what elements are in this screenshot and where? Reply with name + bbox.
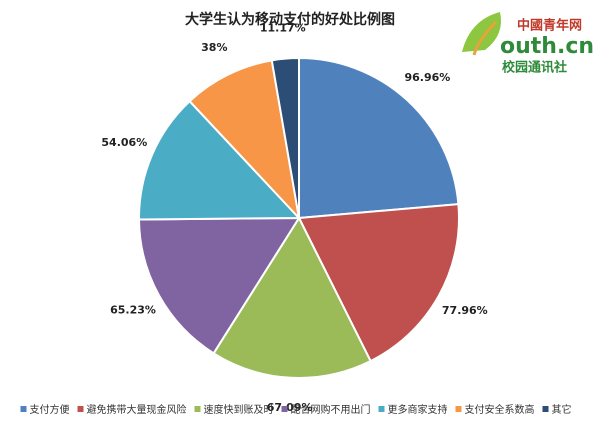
logo-main: outh.cn <box>500 34 594 59</box>
data-label: 96.96% <box>404 71 450 84</box>
legend-label: 速度快到账及时 <box>204 403 274 416</box>
logo-leaf <box>462 12 501 52</box>
legend-swatch <box>378 406 385 412</box>
legend-label: 支付方便 <box>30 403 70 416</box>
logo: 中國青年网 outh.cn 校园通讯社 <box>462 12 594 76</box>
legend-label: 支付安全系数高 <box>465 403 535 416</box>
data-label: 11.17% <box>260 22 306 35</box>
pie-slice <box>270 56 300 219</box>
pie-slice <box>212 215 372 379</box>
legend-swatch <box>542 406 549 412</box>
legend-label: 更多商家支持 <box>388 403 448 416</box>
legend-swatch <box>455 406 462 412</box>
data-label: 77.96% <box>442 304 488 317</box>
legend-swatch <box>281 406 288 412</box>
legend: 支付方便 避免携带大量现金风险 速度快到账及时 配合网购不用出门 更多商家支持 支付安全系… <box>20 403 572 416</box>
pie-slice <box>297 203 460 363</box>
legend-swatch <box>77 406 84 412</box>
logo-top: 中國青年网 <box>517 18 582 34</box>
legend-swatch <box>20 406 27 412</box>
data-label: 38% <box>201 41 227 54</box>
pie-slice <box>298 56 460 220</box>
legend-swatch <box>194 406 201 412</box>
legend-label: 配合网购不用出门 <box>291 403 371 416</box>
pie-slice <box>188 59 301 222</box>
legend-label: 避免携带大量现金风险 <box>87 403 187 416</box>
logo-stem <box>472 20 498 56</box>
data-label: 54.06% <box>101 136 147 149</box>
pie-slice <box>137 216 301 355</box>
pie-slice <box>138 99 302 221</box>
data-label: 67.09% <box>267 401 313 414</box>
legend-label: 其它 <box>552 403 572 416</box>
logo-bottom: 校园通讯社 <box>502 60 567 76</box>
data-label: 65.23% <box>110 304 156 317</box>
chart-title: 大学生认为移动支付的好处比例图 <box>185 11 395 28</box>
